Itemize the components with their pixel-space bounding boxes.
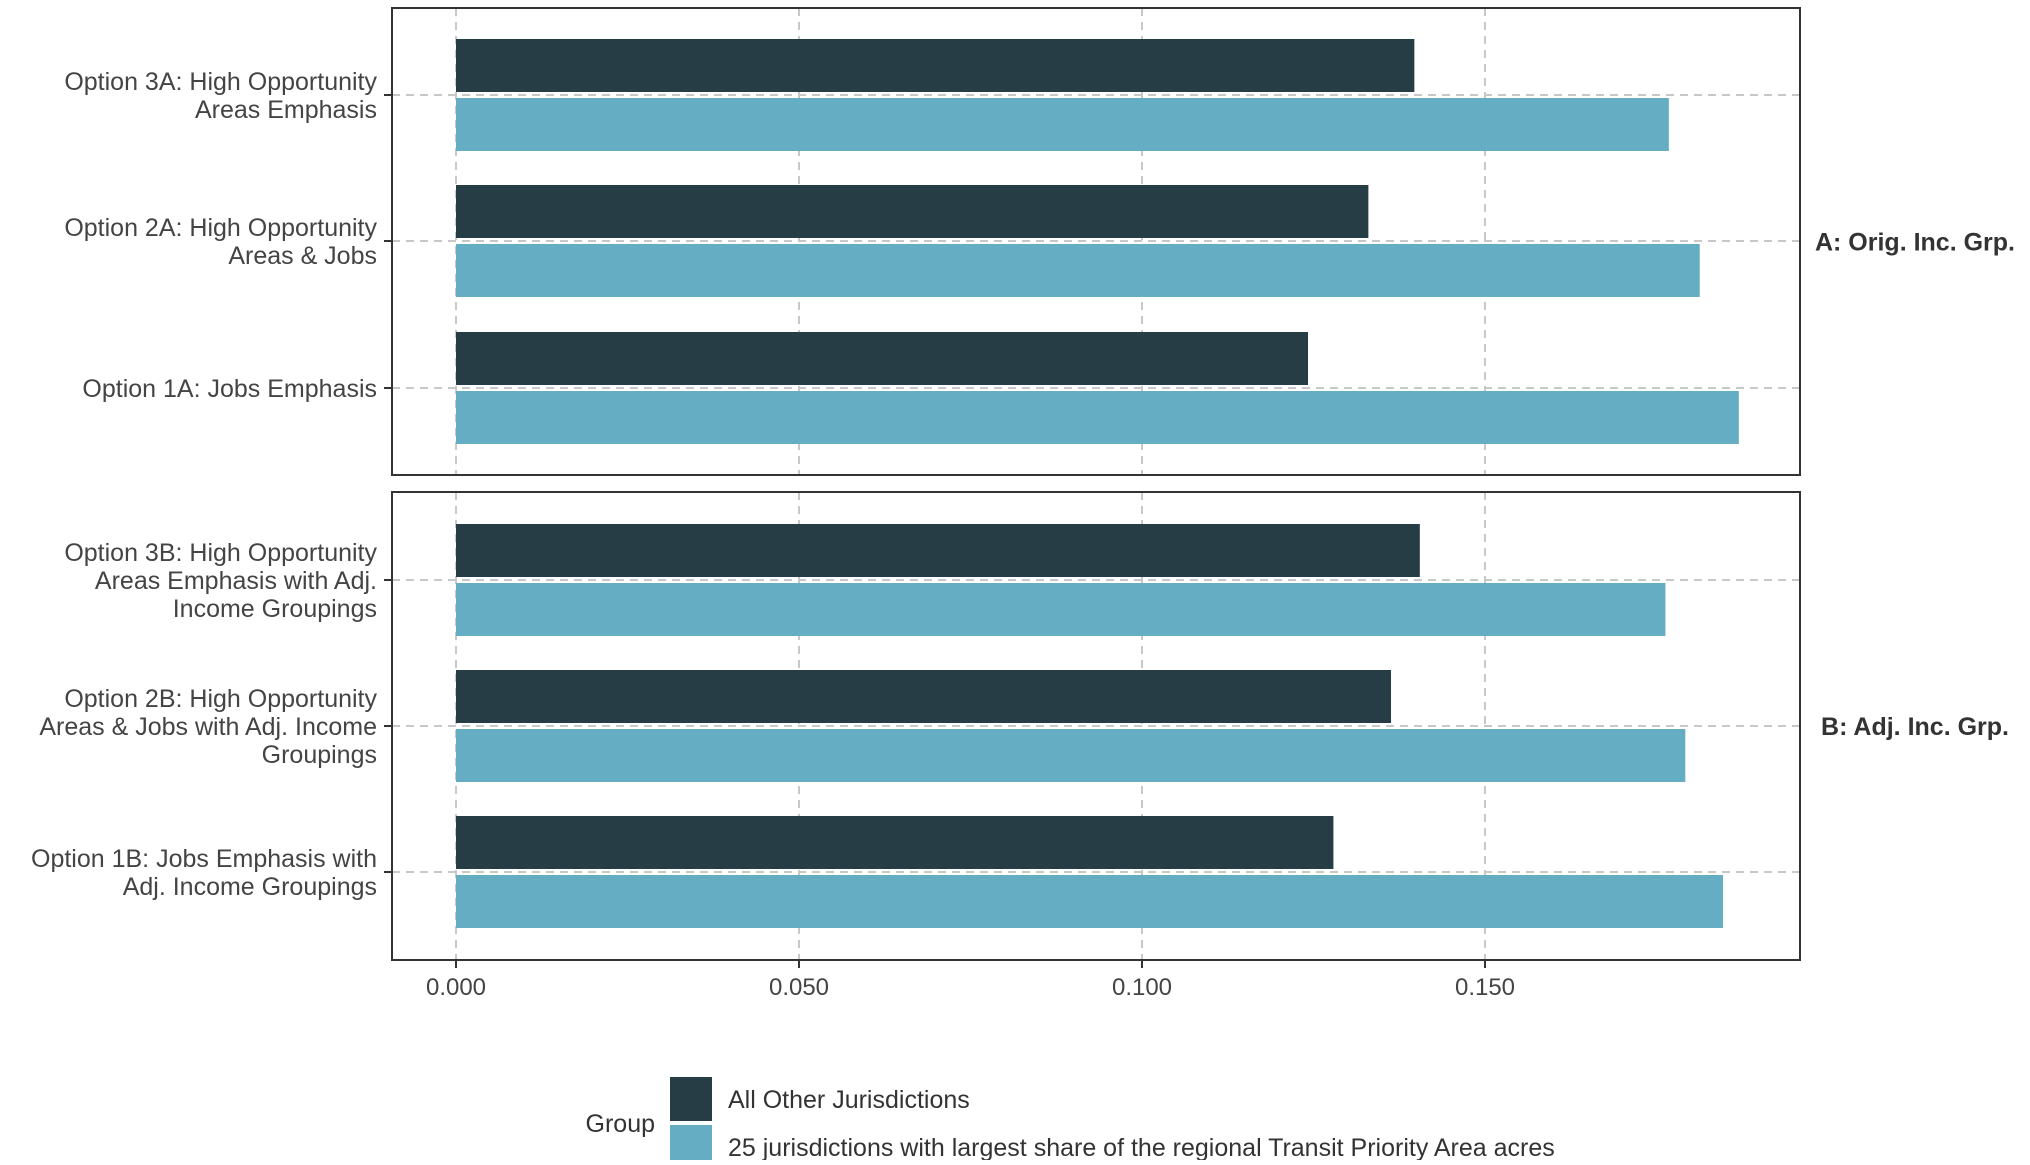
x-tick-label: 0.150 (1455, 974, 1515, 1001)
category-label: Option 1A: Jobs Emphasis (82, 375, 377, 403)
bar-top25 (456, 391, 1739, 444)
legend-label: 25 jurisdictions with largest share of t… (728, 1134, 1555, 1160)
bar-top25 (456, 729, 1686, 782)
legend-label: All Other Jurisdictions (728, 1086, 970, 1114)
category-label: Option 1B: Jobs Emphasis with (31, 845, 377, 873)
facet-strip-label: B: Adj. Inc. Grp. (1821, 713, 2009, 741)
category-label: Income Groupings (173, 595, 377, 623)
bar-all-other (456, 39, 1415, 92)
category-label: Option 3A: High Opportunity (64, 68, 377, 96)
legend-key (670, 1077, 712, 1121)
legend-title: Group (586, 1110, 655, 1138)
category-label: Areas Emphasis with Adj. (95, 567, 377, 595)
category-label: Areas Emphasis (195, 96, 377, 124)
bar-top25 (456, 98, 1669, 151)
x-tick-label: 0.000 (426, 974, 486, 1001)
bar-all-other (456, 185, 1369, 238)
bar-all-other (456, 670, 1392, 723)
facet-strip-label: A: Orig. Inc. Grp. (1815, 229, 2015, 257)
x-tick-label: 0.050 (769, 974, 829, 1001)
category-label: Areas & Jobs (228, 242, 377, 270)
bar-top25 (456, 875, 1724, 928)
bar-all-other (456, 816, 1334, 869)
category-label: Option 2A: High Opportunity (64, 214, 377, 242)
bar-top25 (456, 244, 1700, 297)
bar-all-other (456, 524, 1420, 577)
bar-all-other (456, 332, 1309, 385)
category-label: Adj. Income Groupings (123, 873, 377, 901)
x-tick-label: 0.100 (1112, 974, 1172, 1001)
category-label: Option 3B: High Opportunity (64, 539, 377, 567)
bar-top25 (456, 583, 1666, 636)
category-label: Option 2B: High Opportunity (64, 685, 377, 713)
category-label: Areas & Jobs with Adj. Income (39, 713, 377, 741)
panel-border (391, 7, 1801, 476)
category-label: Groupings (262, 741, 377, 769)
legend-key (670, 1125, 712, 1165)
panel-border (391, 491, 1801, 961)
